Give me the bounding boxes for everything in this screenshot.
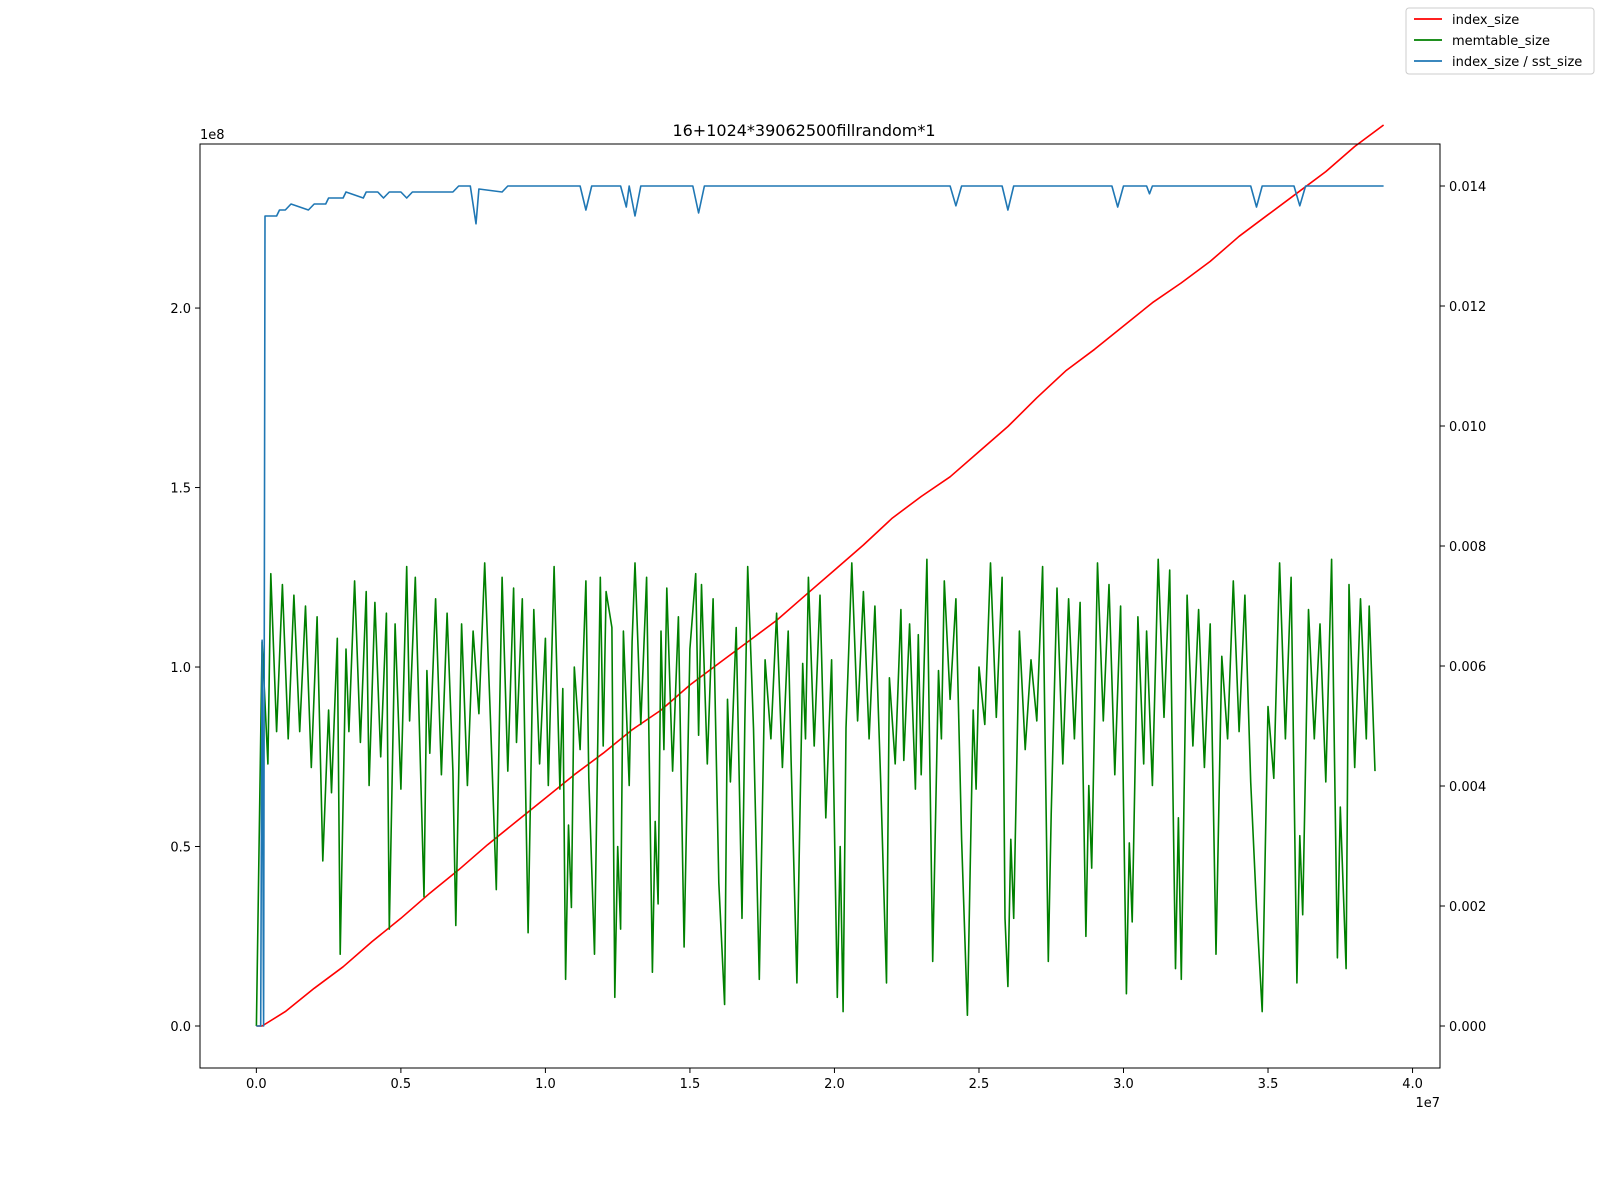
y-right-tick-label: 0.010 — [1449, 420, 1486, 435]
legend: index_size memtable_size index_size / sst_… — [1405, 7, 1595, 75]
series-line-index-size-sst-size — [256, 185, 1384, 1027]
x-tick-label: 2.5 — [969, 1077, 990, 1092]
series-group — [255, 124, 1385, 1027]
x-tick-label: 2.0 — [824, 1077, 845, 1092]
legend-label-index-size-sst-size: index_size / sst_size — [1452, 55, 1582, 70]
y-left-tick-label: 0.5 — [170, 841, 191, 856]
y-left-tick-label: 0.0 — [170, 1020, 191, 1035]
x-tick-label: 1.5 — [680, 1077, 701, 1092]
legend-label-index-size: index_size — [1452, 13, 1519, 28]
y-right-tick-label: 0.002 — [1449, 900, 1486, 915]
series-line-memtable-size — [255, 558, 1376, 1027]
legend-label-memtable-size: memtable_size — [1452, 34, 1550, 49]
chart-title: 16+1024*39062500fillrandom*1 — [672, 121, 935, 140]
left-axis-multiplier: 1e8 — [200, 128, 225, 143]
legend-frame — [1405, 7, 1595, 75]
x-tick-label: 3.0 — [1113, 1077, 1134, 1092]
x-tick-label: 0.0 — [246, 1077, 267, 1092]
x-tick-label: 3.5 — [1258, 1077, 1279, 1092]
y-right-tick-label: 0.008 — [1449, 540, 1486, 555]
plot-frame — [199, 143, 1441, 1069]
x-tick-label: 4.0 — [1402, 1077, 1423, 1092]
y-right-tick-label: 0.000 — [1449, 1020, 1486, 1035]
y-left-tick-label: 1.5 — [170, 482, 191, 497]
x-tick-label: 1.0 — [535, 1077, 556, 1092]
x-axis: 0.0 0.5 1.0 1.5 2.0 2.5 3.0 3.5 4.0 — [246, 1068, 1423, 1092]
y-axis-left: 0.0 0.5 1.0 1.5 2.0 — [170, 302, 200, 1035]
y-right-tick-label: 0.014 — [1449, 180, 1486, 195]
x-tick-label: 0.5 — [391, 1077, 412, 1092]
y-right-tick-label: 0.006 — [1449, 660, 1486, 675]
y-axis-right: 0.000 0.002 0.004 0.006 0.008 0.010 0.012 0.014 — [1440, 180, 1486, 1035]
x-axis-multiplier: 1e7 — [1415, 1096, 1440, 1111]
y-left-tick-label: 2.0 — [170, 302, 191, 317]
y-left-tick-label: 1.0 — [170, 661, 191, 676]
y-right-tick-label: 0.012 — [1449, 300, 1486, 315]
series-line-index-size — [256, 124, 1385, 1027]
y-right-tick-label: 0.004 — [1449, 780, 1486, 795]
